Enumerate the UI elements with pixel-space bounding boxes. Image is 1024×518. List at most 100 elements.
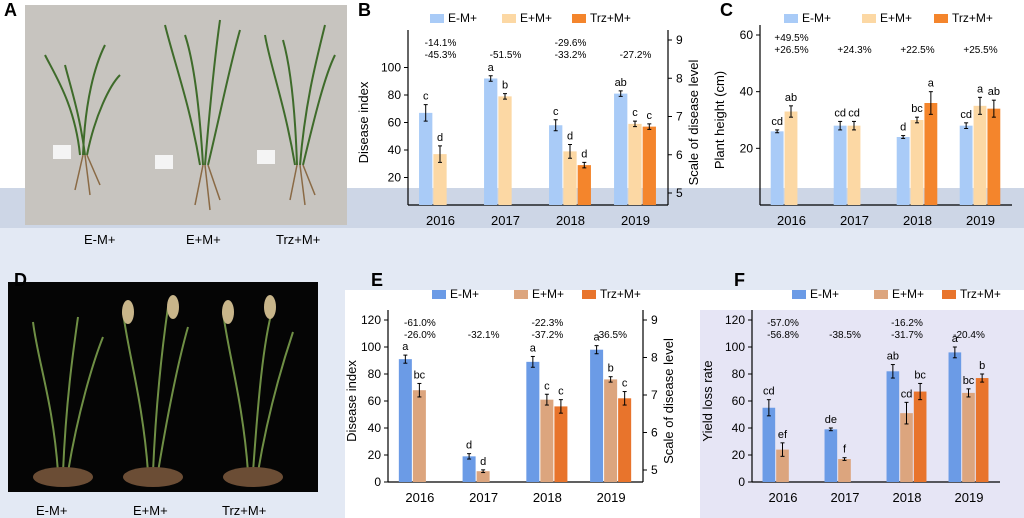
bar	[604, 379, 618, 482]
x-tick-label: 2018	[556, 213, 585, 228]
bar	[412, 390, 426, 482]
x-tick-label: 2017	[491, 213, 520, 228]
y-tick-label: 40	[388, 143, 402, 157]
panel-letter-c: C	[720, 0, 733, 20]
significance-letter: d	[900, 122, 906, 134]
bar	[642, 126, 656, 205]
photo-d-label-3: Trz+M+	[222, 503, 267, 518]
y-tick-label: 40	[740, 85, 754, 99]
significance-letter: ef	[778, 429, 788, 441]
significance-letter: c	[632, 107, 638, 119]
significance-letter: a	[952, 333, 959, 345]
photo-a-label-3: Trz+M+	[276, 232, 321, 247]
legend-label: E+M+	[880, 11, 912, 25]
y-axis-label: Yield loss rate	[700, 360, 715, 441]
bar	[975, 378, 989, 482]
percent-annotation: -56.8%	[767, 330, 799, 341]
percent-annotation: -45.3%	[425, 50, 457, 61]
panel-letter-b: B	[358, 0, 371, 20]
percent-annotation: -16.2%	[891, 318, 923, 329]
significance-letter: d	[466, 440, 472, 452]
bar	[913, 391, 927, 482]
bar	[554, 406, 568, 482]
bar	[847, 125, 861, 205]
legend-swatch	[430, 14, 444, 23]
bar	[614, 93, 628, 205]
significance-letter: d	[581, 148, 587, 160]
percent-annotation: -14.1%	[425, 38, 457, 49]
significance-letter: bc	[914, 369, 926, 381]
percent-annotation: -20.4%	[953, 330, 985, 341]
bar	[896, 137, 910, 205]
percent-annotation: -29.6%	[555, 38, 587, 49]
bar	[987, 108, 1001, 205]
legend-label: E+M+	[532, 287, 564, 301]
significance-letter: ab	[615, 77, 627, 89]
significance-letter: cd	[901, 388, 913, 400]
legend-label: Trz+M+	[952, 11, 993, 25]
legend-swatch	[432, 290, 446, 299]
significance-letter: d	[437, 132, 443, 144]
bar	[833, 125, 847, 205]
bar	[770, 131, 784, 205]
significance-letter: b	[608, 363, 614, 375]
percent-annotation: -32.1%	[468, 330, 500, 341]
y-tick-label: 20	[388, 171, 402, 185]
significance-letter: a	[402, 341, 409, 353]
significance-letter: ab	[887, 351, 899, 363]
percent-annotation: -37.2%	[532, 330, 564, 341]
photo-d-label-2: E+M+	[133, 503, 168, 518]
mature-plants-photo	[8, 282, 318, 492]
percent-annotation: -26.0%	[404, 330, 436, 341]
legend-swatch	[572, 14, 586, 23]
bar	[962, 392, 975, 482]
photo-d-label-1: E-M+	[36, 503, 68, 518]
y-tick-label: 20	[740, 141, 754, 155]
chart-f: 0 20 40 60 80 100 120 Yield loss rate E-M+ E+M+ Tr…	[700, 287, 1001, 505]
bar	[563, 151, 577, 205]
bar	[484, 78, 498, 205]
significance-letter: a	[977, 83, 984, 95]
y-tick-label: 40	[732, 421, 746, 435]
y-tick-label: 120	[361, 313, 381, 327]
y-tick-label: 20	[368, 448, 382, 462]
significance-letter: de	[825, 414, 837, 426]
percent-annotation: -38.5%	[829, 330, 861, 341]
percent-annotation: -36.5%	[595, 330, 627, 341]
legend-swatch	[514, 290, 528, 299]
significance-letter: cd	[771, 116, 783, 128]
percent-annotation: -31.7%	[891, 330, 923, 341]
percent-annotation: -27.2%	[620, 50, 652, 61]
mature-plants-illustration	[8, 282, 318, 492]
significance-letter: c	[622, 378, 628, 390]
y2-tick-label: 6	[676, 148, 683, 162]
legend-label: E-M+	[448, 11, 477, 25]
x-tick-label: 2017	[831, 490, 860, 505]
photo-a-label-1: E-M+	[84, 232, 116, 247]
legend-swatch	[792, 290, 806, 299]
significance-letter: d	[567, 131, 573, 143]
legend-swatch	[874, 290, 888, 299]
y2-tick-label: 6	[651, 426, 658, 440]
x-tick-label: 2019	[597, 490, 626, 505]
legend-label: Trz+M+	[590, 11, 631, 25]
y2-tick-label: 8	[651, 351, 658, 365]
legend-swatch	[784, 14, 798, 23]
bar	[948, 352, 962, 482]
bar	[784, 111, 798, 205]
legend-swatch	[862, 14, 876, 23]
bar	[886, 371, 900, 482]
bar	[540, 399, 554, 482]
bar	[973, 105, 987, 205]
bar	[959, 125, 973, 205]
photo-a-label-2: E+M+	[186, 232, 221, 247]
y2-tick-label: 5	[676, 186, 683, 200]
y2-tick-label: 9	[651, 313, 658, 327]
percent-annotation: +22.5%	[900, 45, 934, 56]
significance-letter: a	[530, 342, 537, 354]
legend-swatch	[502, 14, 516, 23]
significance-letter: c	[553, 106, 559, 118]
percent-annotation: +26.5%	[774, 45, 808, 56]
x-tick-label: 2018	[533, 490, 562, 505]
